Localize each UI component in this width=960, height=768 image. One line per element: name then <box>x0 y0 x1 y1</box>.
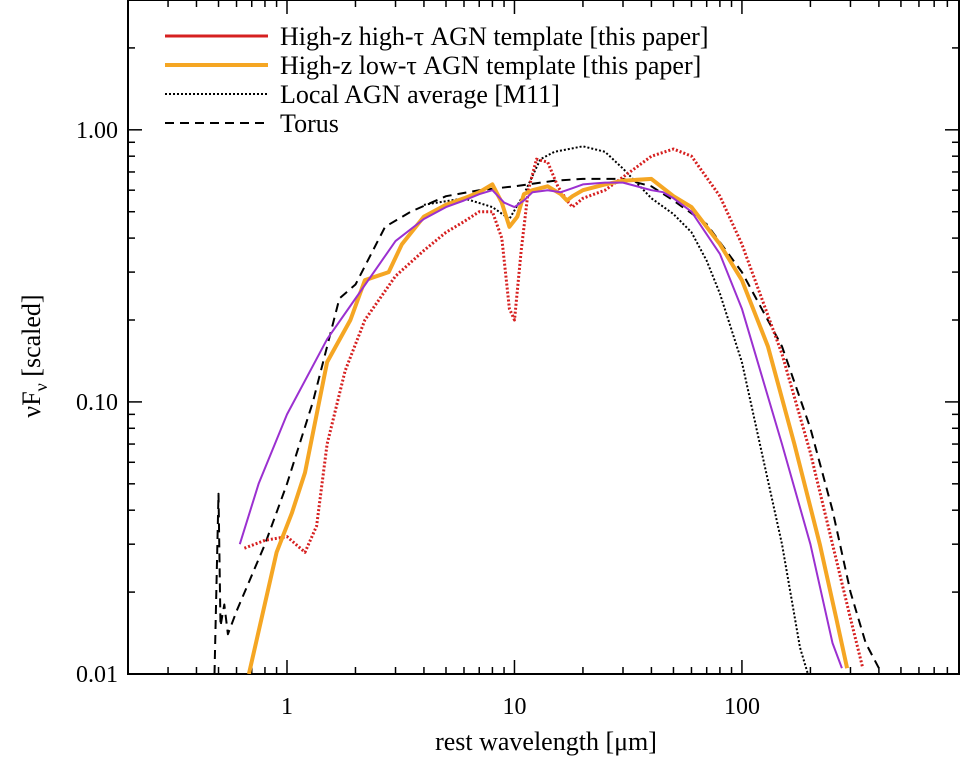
legend-label: High-z high-τ AGN template [this paper] <box>280 22 709 51</box>
legend-label: Local AGN average [M11] <box>280 80 560 109</box>
axis-ticks: 1 10 100 0.01 0.10 1.00 <box>76 0 960 720</box>
x-tick-label: 1 <box>281 694 293 720</box>
series-line-purple <box>238 181 843 669</box>
series-curves <box>213 145 880 674</box>
x-tick-label: 100 <box>724 694 760 720</box>
series-line-local-avg <box>423 145 809 674</box>
legend-label: High-z low-τ AGN template [this paper] <box>280 51 701 80</box>
series-line-high-tau <box>243 147 865 669</box>
legend-label: Torus <box>280 109 339 138</box>
y-axis-label: νFν [scaled] <box>17 294 51 417</box>
y-tick-label: 1.00 <box>76 118 118 144</box>
plot-frame <box>127 0 960 675</box>
x-axis-label: rest wavelength [μm] <box>435 727 657 756</box>
series-line-low-tau <box>246 176 850 674</box>
y-tick-label: 0.01 <box>76 662 118 688</box>
legend: High-z high-τ AGN template [this paper]H… <box>165 22 709 138</box>
y-tick-label: 0.10 <box>76 390 118 416</box>
x-tick-label: 10 <box>502 694 526 720</box>
